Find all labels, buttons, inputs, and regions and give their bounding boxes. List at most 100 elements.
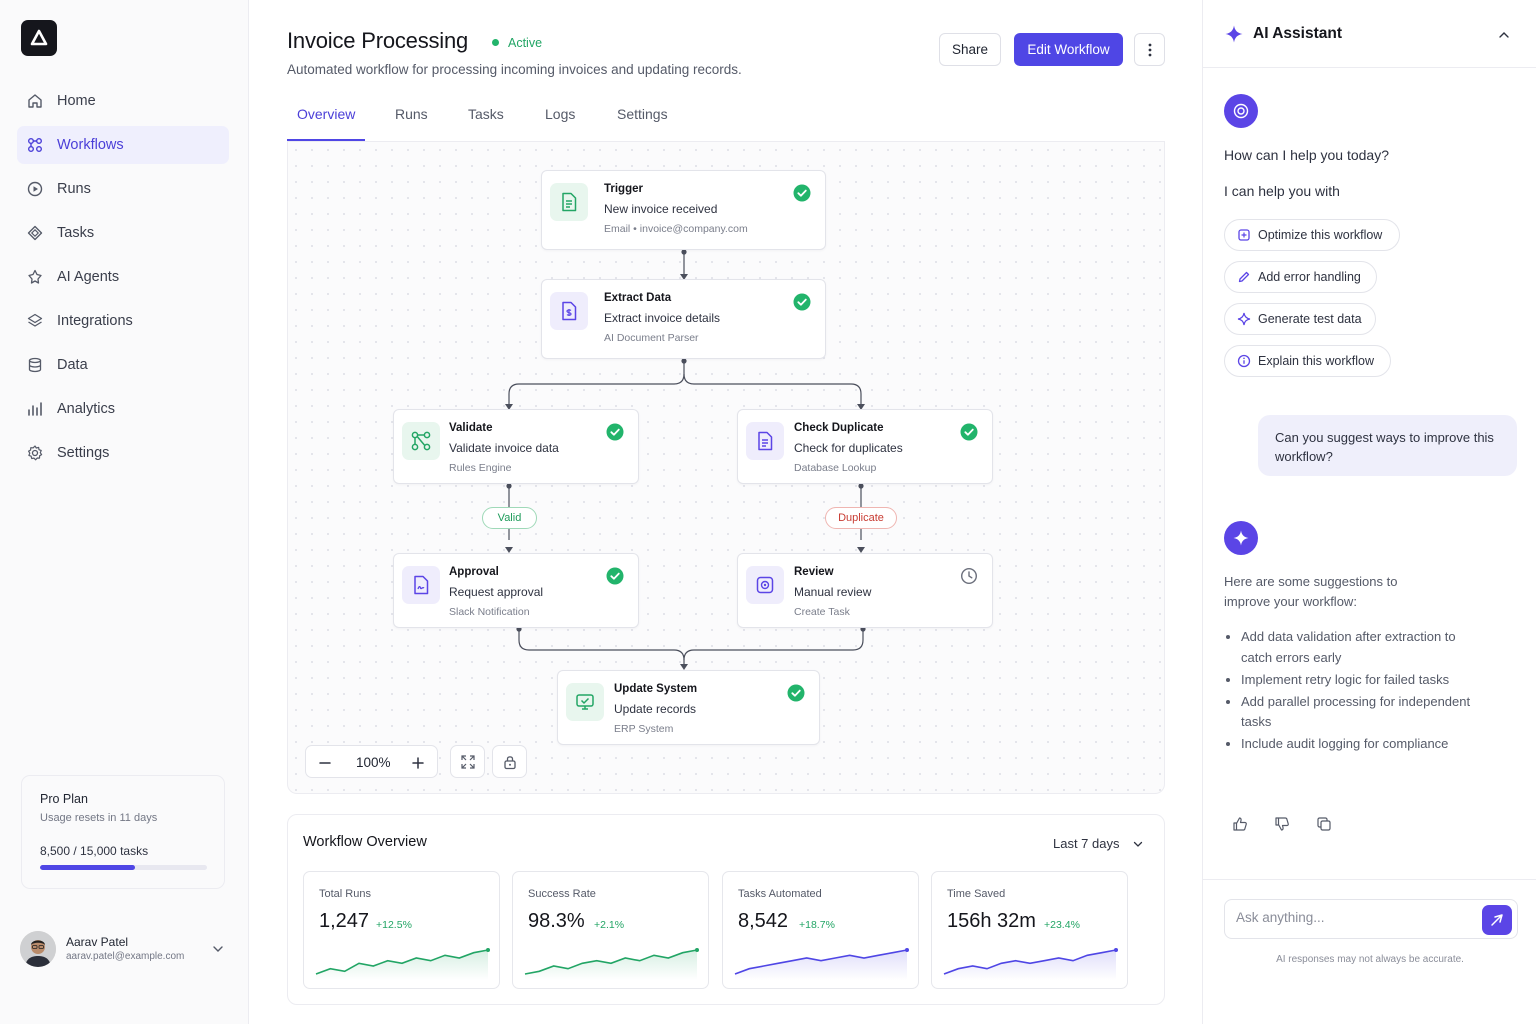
list-item: Add data validation after extraction to … [1241,627,1471,668]
stat-card-time-saved: Time Saved 156h 32m +23.4% [931,871,1128,989]
thumbs-up-icon[interactable] [1232,816,1248,832]
sparkline-line [943,949,1117,975]
send-button[interactable] [1482,905,1512,935]
check-circle-icon [787,684,805,702]
node-description: Extract invoice details [604,311,721,325]
ai-disclaimer: AI responses may not always be accurate. [1276,954,1464,965]
chat-input[interactable] [1236,910,1476,925]
lock-view-button[interactable] [492,745,527,778]
stat-card-tasks-automated: Tasks Automated 8,542 +18.7% [722,871,919,989]
ai-intro: I can help you with [1224,183,1340,199]
sidebar-item-home[interactable]: Home [17,82,229,120]
sidebar-item-label: Tasks [57,225,95,241]
page-title: Invoice Processing [287,28,469,53]
active-tab-indicator [287,139,365,141]
sidebar-item-workflows[interactable]: Workflows [17,126,229,164]
sidebar-item-data[interactable]: Data [17,346,229,384]
zoom-level: 100% [356,755,391,770]
chevron-up-icon[interactable] [1497,28,1511,42]
stat-delta: +18.7% [799,919,835,931]
suggestion-chip-explain[interactable]: Explain this workflow [1224,345,1391,377]
sidebar-item-ai-agents[interactable]: AI Agents [17,258,229,296]
node-description: Manual review [794,585,872,599]
stat-label: Time Saved [947,888,1006,900]
lock-icon [504,756,516,770]
file-signature-icon [414,575,429,595]
zoom-controls: 100% [305,745,438,778]
sidebar-item-label: Analytics [57,401,116,417]
share-button[interactable]: Share [939,33,1001,66]
plan-card[interactable]: Pro Plan Usage resets in 11 days 8,500 /… [21,775,225,889]
sidebar-item-integrations[interactable]: Integrations [17,302,229,340]
sidebar-item-runs[interactable]: Runs [17,170,229,208]
info-icon [1237,354,1251,368]
thumbs-down-icon[interactable] [1274,816,1290,832]
sidebar-item-analytics[interactable]: Analytics [17,390,229,428]
more-vertical-icon [1148,43,1151,56]
overview-title: Workflow Overview [303,834,427,850]
network-icon [411,431,431,451]
sparkline-endpoint [695,948,699,952]
sparkline [524,948,699,980]
sidebar-item-label: Integrations [57,313,133,329]
tasks-icon [27,225,43,241]
node-review[interactable]: Review Manual review Create Task [737,553,993,628]
chip-label: Explain this workflow [1258,354,1375,368]
sparkline-endpoint [905,948,909,952]
workflow-overview-panel: Workflow Overview Last 7 days Total Runs… [287,814,1165,1005]
date-range-label: Last 7 days [1053,836,1120,851]
node-title: Approval [449,566,499,578]
zoom-out-icon[interactable] [318,756,332,770]
node-validate[interactable]: Validate Validate invoice data Rules Eng… [393,409,639,484]
user-name: Aarav Patel [66,935,129,949]
workflow-canvas[interactable]: Trigger New invoice received Email • inv… [287,142,1165,794]
sidebar-item-settings[interactable]: Settings [17,434,229,472]
node-trigger[interactable]: Trigger New invoice received Email • inv… [541,170,826,250]
status-dot [492,39,499,46]
node-icon-box [746,422,784,460]
ai-greeting: How can I help you today? [1224,147,1389,163]
node-update-system[interactable]: Update System Update records ERP System [557,670,820,745]
system-sync-icon [576,694,594,710]
chevron-down-icon[interactable] [211,942,225,956]
ai-panel-title: AI Assistant [1253,25,1343,42]
date-range-select[interactable]: Last 7 days [1053,836,1143,851]
sparkline-area [525,950,697,980]
node-source: Create Task [794,606,850,618]
sparkline-line [524,949,698,975]
tab-runs[interactable]: Runs [395,106,428,122]
sidebar: Home Workflows Runs Tasks AI Agents Inte… [0,0,249,1024]
suggestion-chip-test-data[interactable]: Generate test data [1224,303,1376,335]
page-subtitle: Automated workflow for processing incomi… [287,62,742,77]
edit-workflow-button[interactable]: Edit Workflow [1014,33,1123,66]
workflow-icon [28,138,42,152]
user-menu[interactable]: Aarav Patel aarav.patel@example.com [20,928,230,970]
tab-overview[interactable]: Overview [297,106,356,122]
node-description: New invoice received [604,202,718,216]
tab-logs[interactable]: Logs [545,106,576,122]
plan-usage: 8,500 / 15,000 tasks [40,844,149,858]
node-source: Slack Notification [449,606,530,618]
fit-view-button[interactable] [450,745,485,778]
app-logo[interactable] [21,20,57,56]
tab-settings[interactable]: Settings [617,106,668,122]
node-approval[interactable]: Approval Request approval Slack Notifica… [393,553,639,628]
sparkline-endpoint [486,948,490,952]
zoom-in-icon[interactable] [411,756,425,770]
tabs-divider [287,141,1165,142]
suggestion-chip-error-handling[interactable]: Add error handling [1224,261,1377,293]
stat-label: Total Runs [319,888,371,900]
database-icon [28,357,42,373]
copy-icon[interactable] [1316,816,1332,832]
logo-icon [30,29,48,46]
node-extract-data[interactable]: Extract Data Extract invoice details AI … [541,279,826,359]
more-options-button[interactable] [1134,33,1165,66]
chevron-down-icon [1133,841,1143,847]
chip-label: Optimize this workflow [1258,228,1383,242]
sidebar-item-label: Workflows [57,137,124,153]
node-check-duplicate[interactable]: Check Duplicate Check for duplicates Dat… [737,409,993,484]
sidebar-item-tasks[interactable]: Tasks [17,214,229,252]
tab-tasks[interactable]: Tasks [468,106,504,122]
stat-delta: +2.1% [594,919,625,931]
suggestion-chip-optimize[interactable]: Optimize this workflow [1224,219,1400,251]
